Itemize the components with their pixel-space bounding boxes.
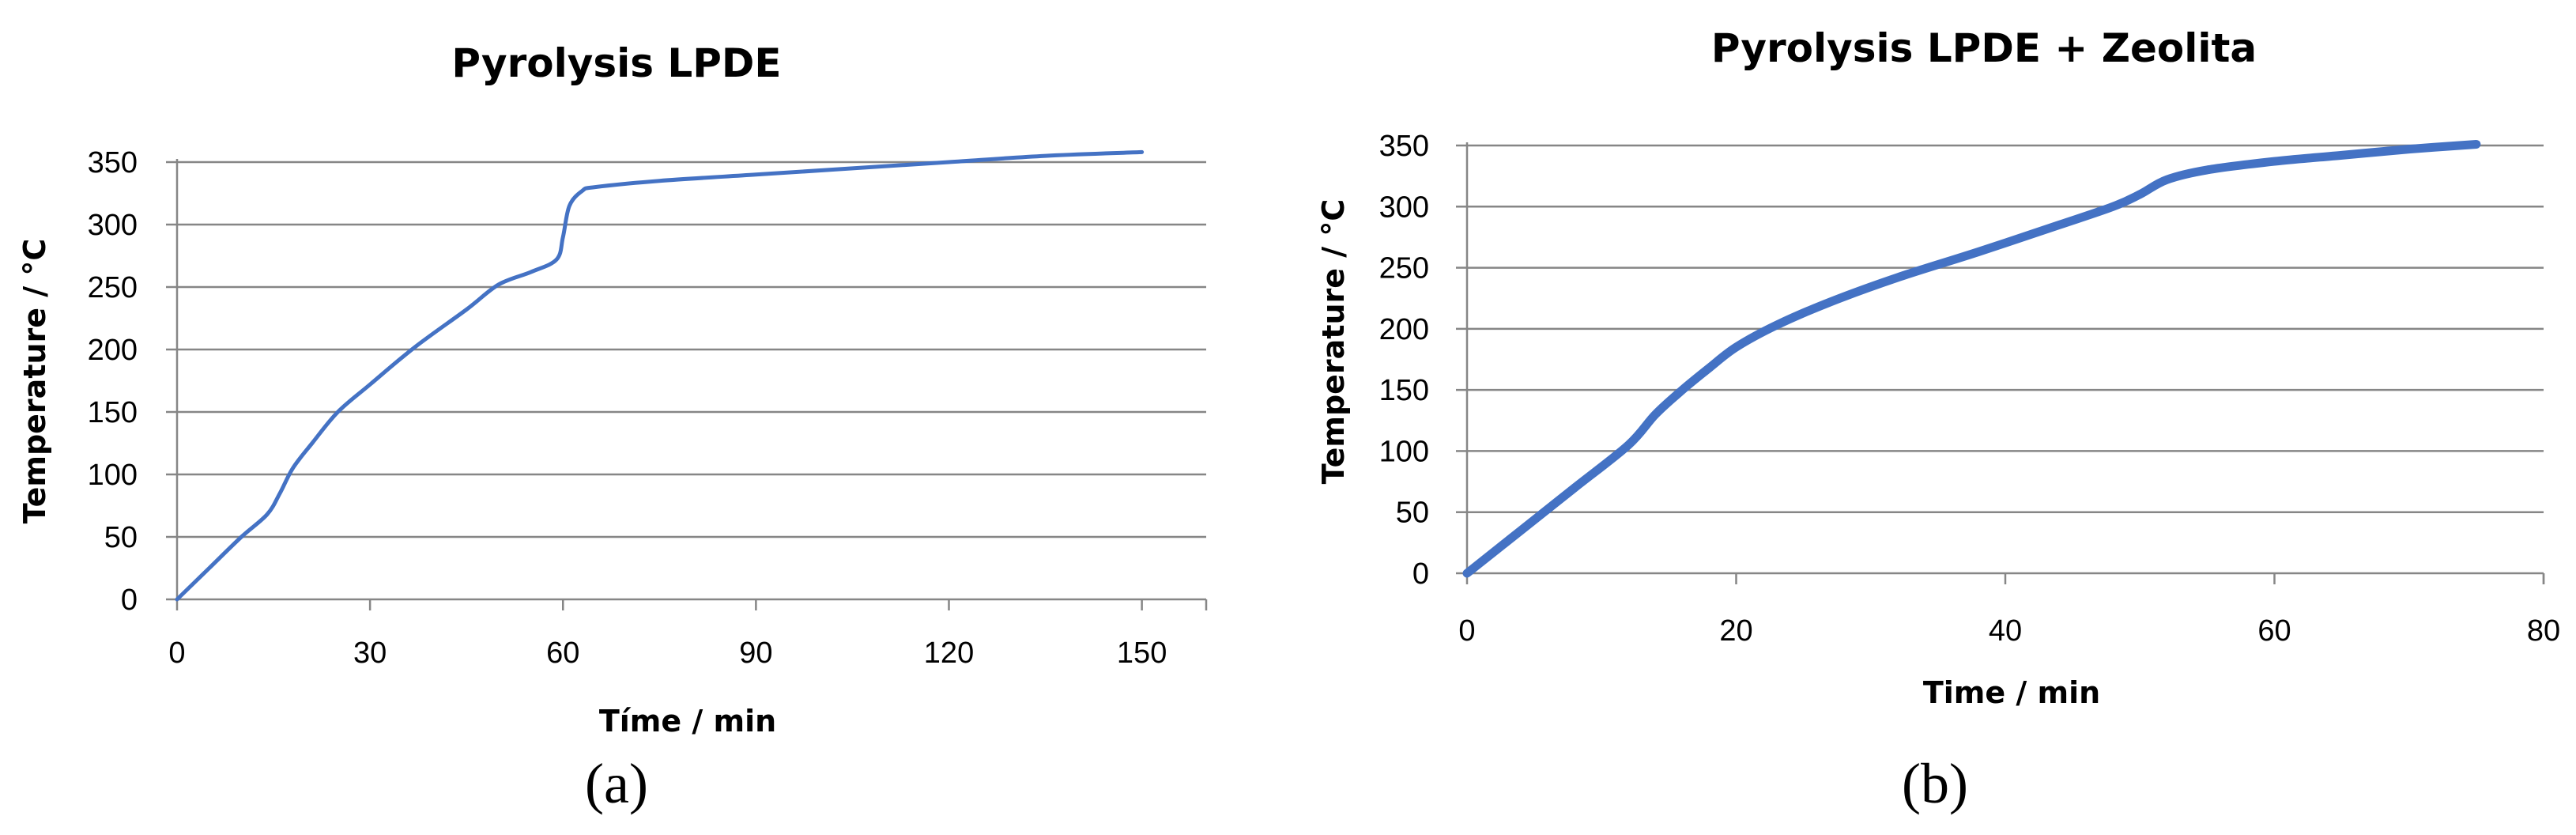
- x-tick-label: 80: [2527, 614, 2560, 648]
- y-tick-label: 250: [1379, 252, 1429, 285]
- y-tick-label: 150: [88, 396, 138, 429]
- y-tick-label: 200: [1379, 313, 1429, 346]
- series-line: [1462, 139, 2481, 578]
- x-tick-label: 20: [1719, 614, 1752, 648]
- x-axis-label: Time / min: [1923, 675, 2100, 710]
- x-tick-label: 30: [353, 637, 387, 670]
- x-tick-label: 0: [168, 637, 185, 670]
- y-tick-label: 0: [1412, 557, 1429, 591]
- y-tick-label: 250: [88, 271, 138, 304]
- chart-title: Pyrolysis LPDE: [451, 40, 781, 86]
- y-tick-label: 200: [88, 334, 138, 367]
- y-axis-label: Temperature / °C: [1316, 199, 1351, 485]
- chart-title: Pyrolysis LPDE + Zeolita: [1711, 25, 2257, 71]
- y-tick-label: 50: [104, 521, 138, 554]
- x-tick-label: 60: [546, 637, 579, 670]
- y-tick-label: 350: [1379, 130, 1429, 163]
- y-tick-label: 350: [88, 146, 138, 179]
- x-tick-label: 0: [1458, 614, 1475, 648]
- panel-label: (b): [1902, 752, 1968, 815]
- x-tick-label: 90: [739, 637, 772, 670]
- x-axis-label: Tíme / min: [599, 704, 776, 739]
- y-tick-label: 300: [1379, 191, 1429, 224]
- y-tick-label: 0: [121, 584, 138, 617]
- series-line: [175, 149, 1145, 602]
- y-tick-label: 50: [1396, 497, 1429, 530]
- y-tick-label: 300: [88, 209, 138, 242]
- y-tick-label: 150: [1379, 374, 1429, 407]
- y-axis-label: Temperature / °C: [17, 239, 52, 524]
- y-tick-label: 100: [88, 459, 138, 492]
- x-tick-label: 40: [1989, 614, 2022, 648]
- chart-b: Pyrolysis LPDE + Zeolita0501001502002503…: [1316, 25, 2560, 815]
- x-tick-label: 120: [924, 637, 974, 670]
- x-tick-label: 60: [2257, 614, 2291, 648]
- chart-a: Pyrolysis LPDE 0 50 100 150 200 250 300 350 0 30 60…: [17, 40, 1208, 815]
- x-tick-label: 150: [1117, 637, 1167, 670]
- y-tick-label: 100: [1379, 435, 1429, 468]
- panel-label: (a): [585, 752, 648, 815]
